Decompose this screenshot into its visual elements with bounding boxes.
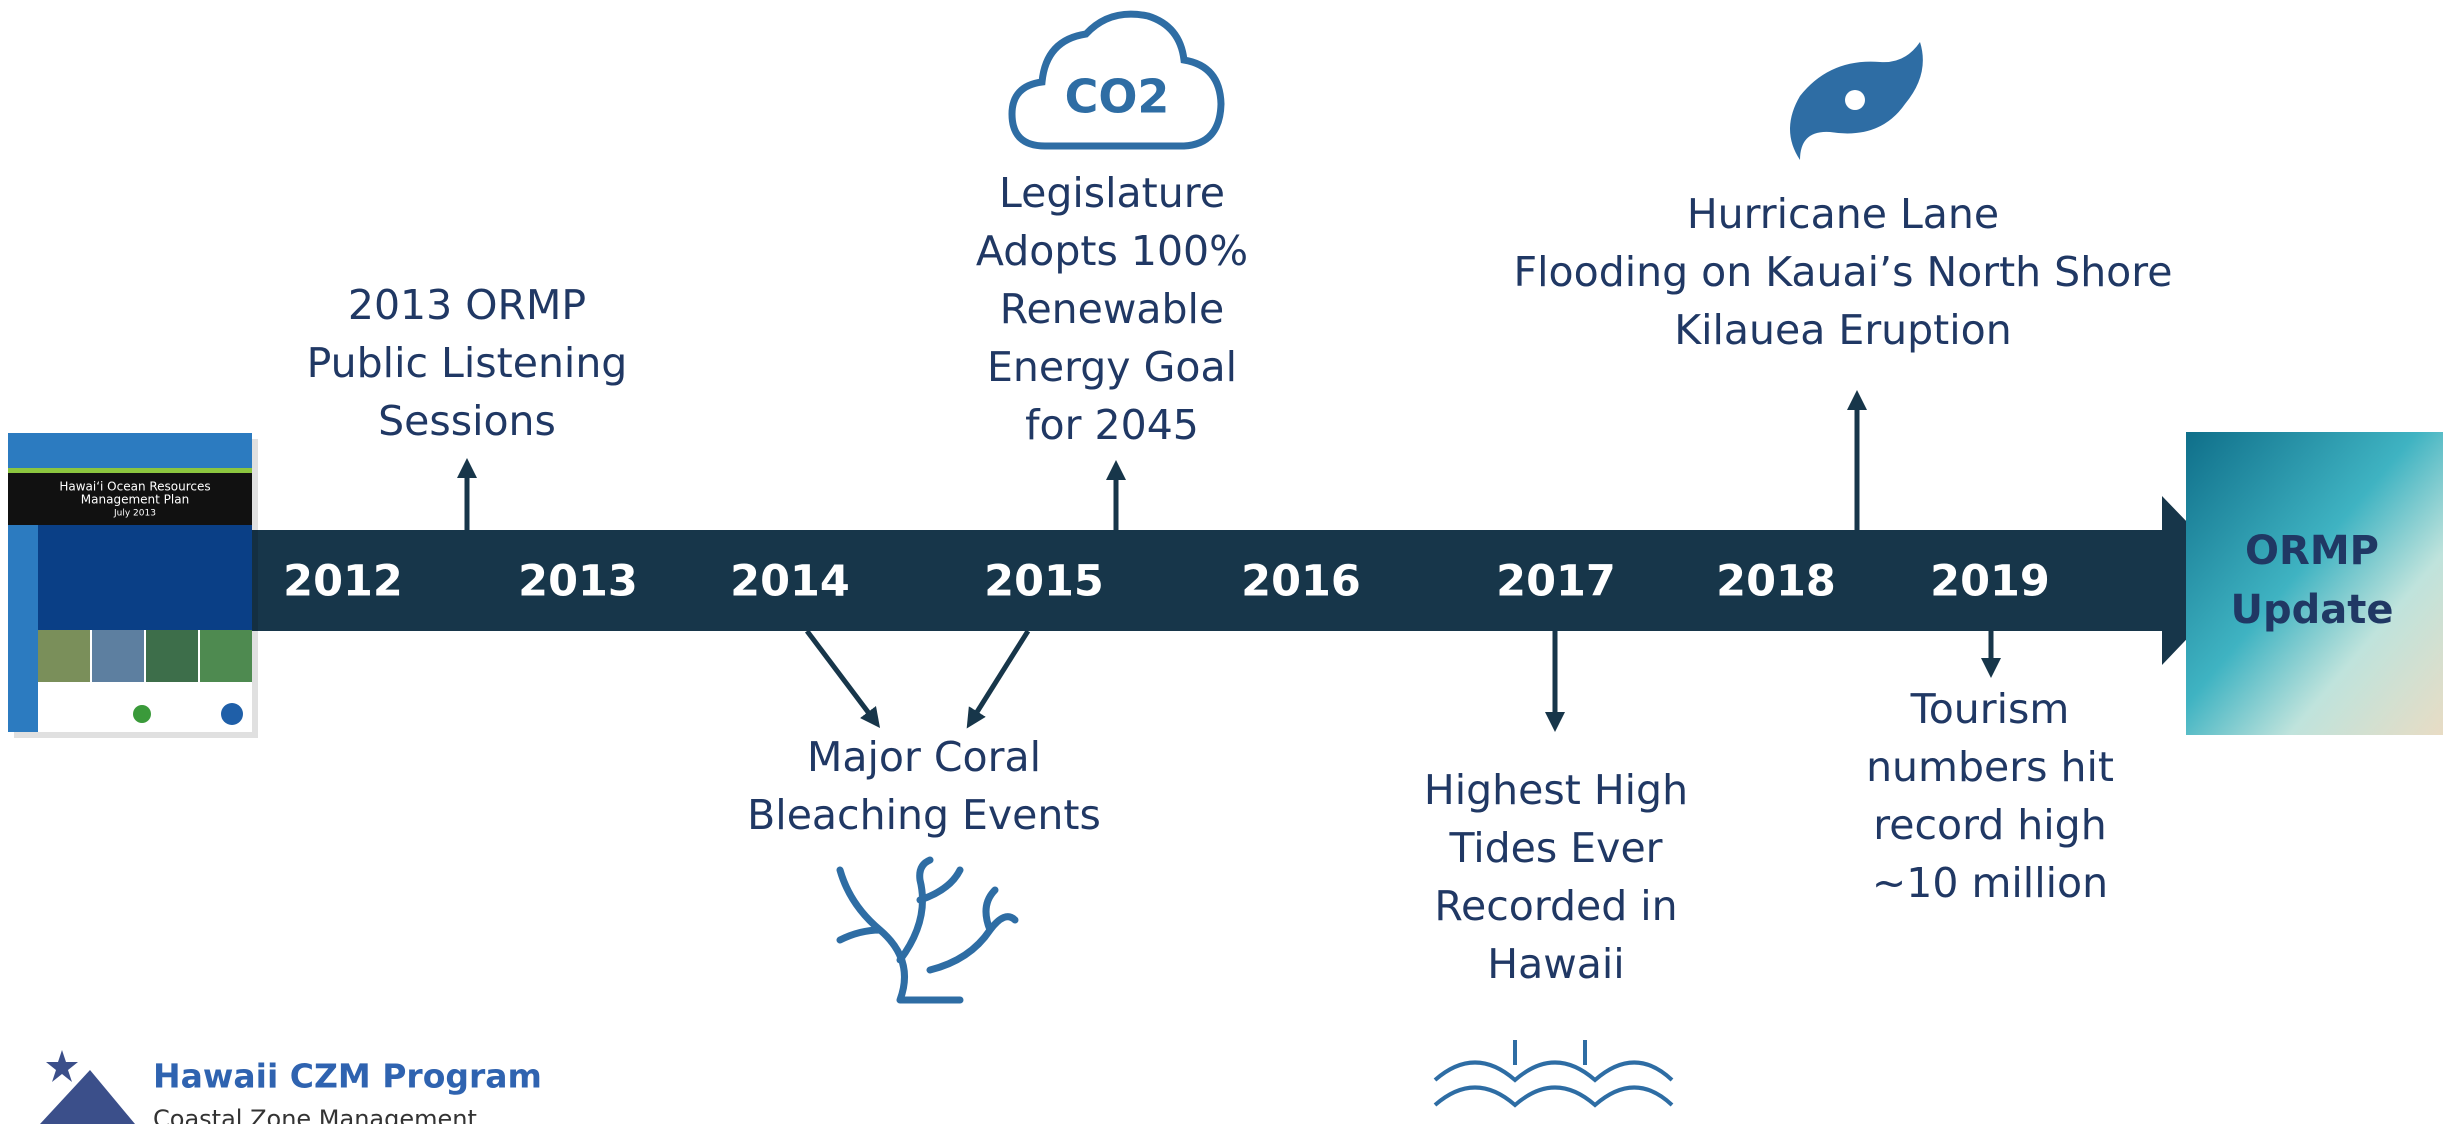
year-label: 2013 <box>518 557 638 607</box>
event-text: Legislature <box>999 169 1225 217</box>
event-text: Bleaching Events <box>747 791 1101 839</box>
year-label: 2016 <box>1241 557 1361 607</box>
year-label: 2019 <box>1930 557 2050 607</box>
logo-title: Hawaii CZM Program <box>153 1057 542 1096</box>
event: Tourism numbers hit record high ~10 million <box>1866 685 2114 907</box>
event: 2013 ORMP Public Listening Sessions <box>307 281 628 445</box>
event-text: for 2045 <box>1025 401 1199 449</box>
year-label: 2015 <box>984 557 1104 607</box>
logo-subtitle: Coastal Zone Management <box>153 1105 477 1124</box>
event-text: Hurricane Lane <box>1687 190 1999 238</box>
logo: Hawaii CZM Program Coastal Zone Manageme… <box>40 1050 542 1124</box>
event: Hurricane Lane Flooding on Kauai’s North … <box>1514 190 2173 354</box>
co2-icon: CO2 <box>1012 14 1221 146</box>
update-text: ORMP <box>2245 528 2379 574</box>
event-text: Public Listening <box>307 339 628 387</box>
event-text: Recorded in <box>1434 882 1677 930</box>
event: Legislature Adopts 100% Renewable Energy Go… <box>976 169 1248 449</box>
event-text: record high <box>1873 801 2106 849</box>
year-label: 2017 <box>1496 557 1616 607</box>
event-text: Tides Ever <box>1448 824 1662 872</box>
year-label: 2012 <box>283 557 403 607</box>
hurricane-icon <box>1790 42 1923 160</box>
event: Highest High Tides Ever Recorded in Hawaii <box>1424 766 1688 988</box>
waves-icon <box>1435 1040 1672 1105</box>
event-text: Hawaii <box>1487 940 1624 988</box>
event-text: Major Coral <box>807 733 1041 781</box>
year-label: 2018 <box>1716 557 1836 607</box>
event-text: ~10 million <box>1872 859 2108 907</box>
coral-icon <box>840 860 1015 1000</box>
timeline-slide: 2012 2013 2014 2015 2016 2017 2018 2019 Hawai‘i… <box>0 0 2443 1124</box>
event-text: Tourism <box>1910 685 2070 733</box>
event-text: 2013 ORMP <box>348 281 586 329</box>
cover-text: Hawai‘i Ocean Resources <box>59 480 210 494</box>
event-text: Energy Goal <box>987 343 1237 391</box>
cover-text: July 2013 <box>113 509 156 519</box>
event-text: Kilauea Eruption <box>1674 306 2011 354</box>
cover-text: Management Plan <box>81 493 189 507</box>
event-text: Highest High <box>1424 766 1688 814</box>
event-text: Adopts 100% <box>976 227 1248 275</box>
year-label: 2014 <box>730 557 850 607</box>
event-text: numbers hit <box>1866 743 2114 791</box>
co2-label: CO2 <box>1065 70 1170 124</box>
event-text: Renewable <box>1000 285 1224 333</box>
event-text: Flooding on Kauai’s North Shore <box>1514 248 2173 296</box>
event-text: Sessions <box>378 397 556 445</box>
event: Major Coral Bleaching Events <box>747 733 1101 839</box>
update-image <box>2186 432 2443 735</box>
update-text: Update <box>2231 587 2394 633</box>
